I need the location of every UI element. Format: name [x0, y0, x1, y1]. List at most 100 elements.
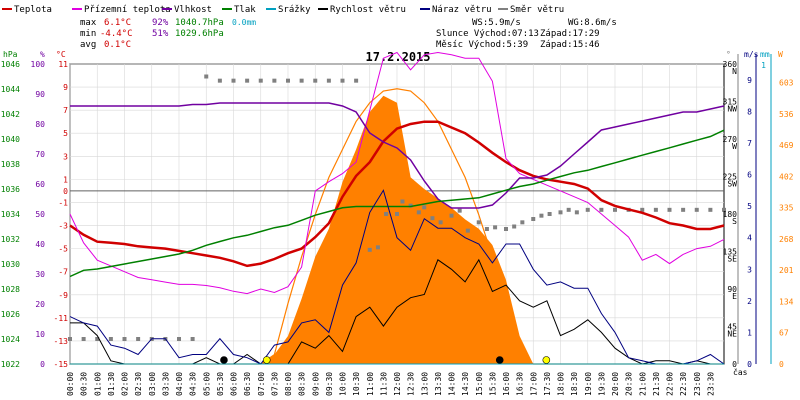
wind-direction-point	[340, 78, 345, 83]
tick-hpa: 1040	[1, 135, 20, 144]
wind-direction-point	[68, 337, 72, 341]
tick-degc: -5	[58, 245, 68, 254]
x-tick: 07:30	[270, 372, 279, 396]
x-tick: 01:00	[93, 372, 102, 396]
x-tick: 18:00	[557, 372, 566, 396]
tick-hpa: 1034	[1, 210, 20, 219]
tick-degc: 3	[63, 152, 68, 161]
tick-ms: 1	[747, 328, 752, 337]
x-tick: 08:00	[284, 372, 293, 396]
unit-hpa: hPa	[3, 50, 18, 59]
x-tick: 10:30	[352, 372, 361, 396]
x-tick: 02:30	[134, 372, 143, 396]
legend-label-5: Rychlost větru	[330, 5, 406, 15]
tick-wm2: 536	[779, 110, 794, 119]
x-tick: 12:30	[407, 372, 416, 396]
wind-direction-point	[694, 207, 699, 212]
x-tick: 16:00	[502, 372, 511, 396]
tick-ms: 4	[747, 234, 752, 243]
left-tick-labels: 1046104410421040103810361034103210301028…	[1, 60, 68, 369]
wind-direction-point	[354, 78, 359, 83]
wind-direction-point	[640, 207, 645, 212]
x-tick: 21:30	[652, 372, 661, 396]
wind-direction-point	[408, 203, 413, 208]
tick-ms: 0	[747, 360, 752, 369]
tick-ms: 8	[747, 107, 752, 116]
x-tick: 19:30	[597, 372, 606, 396]
tick-pct: 70	[35, 150, 45, 159]
tick-dir: 90	[727, 285, 737, 294]
x-tick: 06:00	[230, 372, 239, 396]
x-tick: 03:30	[161, 372, 170, 396]
x-tick: 19:00	[584, 372, 593, 396]
tick-ms: 6	[747, 171, 752, 180]
unit-mm: mm	[760, 50, 770, 59]
tick-degc: 9	[63, 83, 68, 92]
tick-degc: 1	[63, 175, 68, 184]
wind-direction-point	[558, 210, 563, 215]
stat-min-hum: 51%	[152, 29, 169, 39]
x-tick: 11:00	[366, 372, 375, 396]
wind-direction-point	[566, 207, 571, 212]
right-tick-labels: 360N315NW270W225SW180S135SE90E45NE098765…	[723, 54, 794, 369]
wind-direction-point	[95, 337, 100, 341]
legend-label-2: Vlhkost	[174, 5, 212, 15]
legend-label-6: Náraz větru	[432, 5, 492, 15]
x-tick: 17:30	[543, 372, 552, 396]
series-line-0	[69, 120, 725, 268]
tick-degc: -1	[58, 198, 68, 207]
stat-sunrise: Slunce Východ:07:13	[436, 29, 539, 39]
x-tick: 20:30	[625, 372, 634, 396]
wind-direction-point	[81, 337, 86, 341]
tick-degc: -9	[58, 291, 68, 300]
stat-min-press: 1029.6hPa	[175, 29, 224, 39]
x-tick: 13:30	[434, 372, 443, 396]
wind-direction-point	[204, 74, 209, 79]
legend-label-1: Přízemní teplota	[84, 5, 171, 15]
tick-wm2: 469	[779, 141, 794, 150]
wind-direction-point	[122, 337, 127, 341]
tick-hpa: 1024	[1, 335, 20, 344]
stat-max-temp: 6.1°C	[104, 18, 131, 28]
tick-pct: 80	[35, 120, 45, 129]
tick-degc: 11	[58, 60, 68, 69]
wind-direction-point	[438, 220, 443, 225]
stat-moonrise: Měsíc Východ:5:39	[436, 40, 528, 50]
wind-direction-point	[599, 207, 604, 212]
wind-direction-point	[395, 212, 399, 216]
tick-degc: 7	[63, 106, 68, 115]
marker-moonrise	[220, 356, 228, 364]
axis-unit-labels: hPa % °C ° m/s mm W čas	[3, 50, 783, 377]
wind-direction-point	[430, 216, 435, 221]
legend-label-0: Teplota	[14, 5, 52, 15]
unit-ms: m/s	[744, 50, 759, 59]
wind-direction-point	[108, 337, 113, 341]
tick-dir: 360	[723, 60, 738, 69]
tick-dir: E	[732, 292, 737, 301]
wind-direction-point	[231, 78, 236, 83]
wind-direction-point	[547, 212, 552, 216]
wind-direction-point	[653, 207, 658, 212]
x-tick: 05:30	[216, 372, 225, 396]
tick-degc: -11	[54, 314, 69, 323]
wind-direction-point	[422, 205, 427, 210]
stats-block: max 6.1°C 92% 1040.7hPa 0.0mm min -4.4°C…	[80, 18, 617, 50]
wind-direction-point	[708, 207, 713, 212]
tick-dir: NW	[727, 105, 737, 114]
wind-direction-point	[484, 227, 489, 231]
wind-direction-point	[400, 199, 405, 204]
x-tick: 14:30	[461, 372, 470, 396]
tick-pct: 0	[40, 360, 45, 369]
x-tick-labels: 00:00 00:30 01:00 01:30 02:00 02:30 03:00 03:30…	[66, 372, 715, 396]
wind-direction-point	[384, 212, 389, 216]
x-tick: 10:00	[339, 372, 348, 396]
stat-min-temp: -4.4°C	[100, 29, 133, 39]
wind-direction-point	[286, 78, 290, 83]
x-tick: 12:00	[393, 372, 402, 396]
tick-ms: 2	[747, 297, 752, 306]
wind-direction-point	[465, 228, 470, 233]
x-tick: 18:30	[570, 372, 579, 396]
x-axis-label: čas	[733, 367, 748, 377]
wind-direction-point	[493, 225, 498, 230]
unit-degc: °C	[56, 50, 66, 59]
